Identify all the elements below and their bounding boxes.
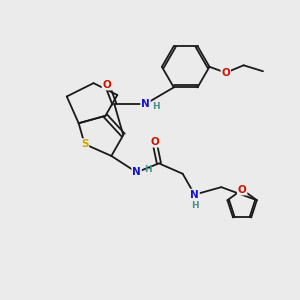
Text: N: N <box>132 167 141 177</box>
Text: O: O <box>238 184 247 194</box>
Text: H: H <box>152 102 160 111</box>
Text: O: O <box>150 137 159 147</box>
Text: N: N <box>141 99 150 109</box>
Text: H: H <box>144 165 152 174</box>
Text: H: H <box>191 201 198 210</box>
Text: N: N <box>190 190 199 200</box>
Text: O: O <box>221 68 230 78</box>
Text: S: S <box>81 139 88 149</box>
Text: O: O <box>103 80 111 90</box>
